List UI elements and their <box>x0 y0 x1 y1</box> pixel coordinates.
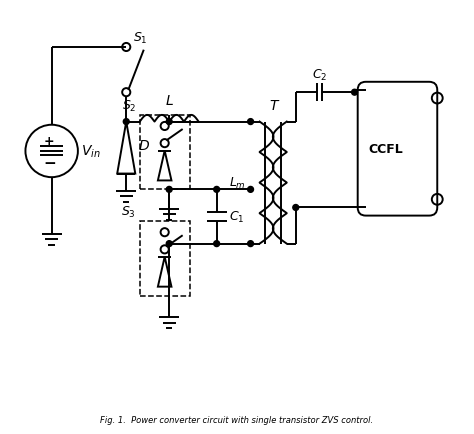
Text: D: D <box>139 139 149 153</box>
Text: $S_2$: $S_2$ <box>122 98 136 113</box>
Text: CCFL: CCFL <box>369 143 403 156</box>
Circle shape <box>214 241 219 247</box>
Circle shape <box>166 241 172 247</box>
Circle shape <box>166 187 172 193</box>
Text: $L_m$: $L_m$ <box>229 176 246 191</box>
Circle shape <box>293 205 299 211</box>
Circle shape <box>352 90 357 96</box>
Circle shape <box>247 241 254 247</box>
Text: L: L <box>165 93 173 107</box>
Circle shape <box>214 187 219 193</box>
Circle shape <box>166 119 172 125</box>
Text: T: T <box>269 99 277 112</box>
Text: $S_3$: $S_3$ <box>121 204 136 219</box>
Circle shape <box>247 119 254 125</box>
Text: $V_{in}$: $V_{in}$ <box>81 143 101 160</box>
Text: $C_2$: $C_2$ <box>311 68 327 83</box>
Text: +: + <box>44 135 55 148</box>
Text: $C_1$: $C_1$ <box>229 210 245 224</box>
Text: −: − <box>43 155 56 171</box>
Text: Fig. 1.  Power converter circuit with single transistor ZVS control.: Fig. 1. Power converter circuit with sin… <box>100 415 374 424</box>
Text: $S_1$: $S_1$ <box>133 30 148 46</box>
Circle shape <box>247 187 254 193</box>
Circle shape <box>123 119 129 125</box>
